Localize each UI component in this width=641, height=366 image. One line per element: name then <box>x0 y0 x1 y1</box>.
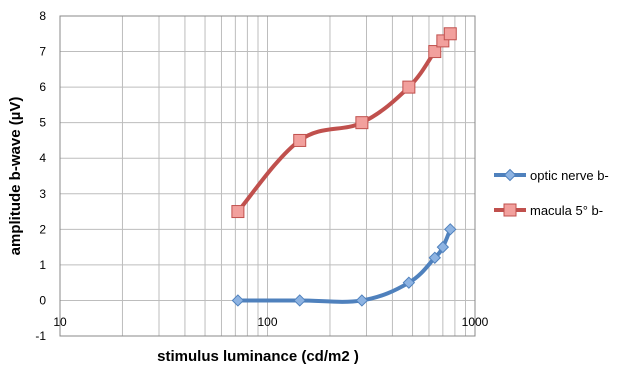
diamond-data-point <box>436 240 450 254</box>
diamond-data-point <box>355 294 369 307</box>
x-axis-title: stimulus luminance (cd/m2 ) <box>157 348 359 365</box>
square-data-point <box>231 205 245 219</box>
diamond-data-point <box>231 294 245 307</box>
series-2 <box>231 27 457 219</box>
series-line <box>235 227 453 304</box>
y-tick-label: 5 <box>39 116 46 130</box>
y-tick-label: 7 <box>39 45 46 59</box>
y-tick-label: 6 <box>39 80 46 94</box>
legend-diamond-marker <box>503 168 517 182</box>
legend-label: optic nerve b- <box>530 168 609 183</box>
legend-square-marker <box>503 203 517 217</box>
square-data-point <box>402 80 416 94</box>
x-tick-label: 100 <box>257 315 277 329</box>
y-tick-label: 0 <box>39 293 46 307</box>
square-data-point <box>428 45 442 59</box>
square-data-point <box>355 116 369 130</box>
diamond-data-point <box>402 276 416 289</box>
gridlines <box>59 15 476 337</box>
y-axis-title: amplitude b-wave (µV) <box>7 97 24 256</box>
plot-area-border <box>59 15 476 337</box>
square-data-point <box>443 27 457 41</box>
y-tick-label: 4 <box>39 151 46 165</box>
diamond-data-point <box>428 251 441 264</box>
diamond-data-point <box>293 294 306 307</box>
legend-label: macula 5° b- <box>530 203 603 218</box>
x-tick-label: 1000 <box>462 315 489 329</box>
series-1 <box>231 223 457 307</box>
y-tick-label: 8 <box>39 9 46 23</box>
y-tick-label: 2 <box>39 222 46 236</box>
y-axis-ticks: -1 0 1 2 3 4 5 6 7 8 <box>35 9 46 343</box>
y-tick-label: 1 <box>39 258 46 272</box>
legend: optic nerve b-macula 5° b- <box>494 168 609 218</box>
x-tick-label: 10 <box>53 315 67 329</box>
y-tick-label: 3 <box>39 187 46 201</box>
y-tick-label: -1 <box>35 329 46 343</box>
diamond-data-point <box>444 223 457 236</box>
series-group <box>231 27 457 307</box>
square-data-point <box>293 133 307 147</box>
x-axis-ticks: 10 100 1000 <box>53 315 488 329</box>
